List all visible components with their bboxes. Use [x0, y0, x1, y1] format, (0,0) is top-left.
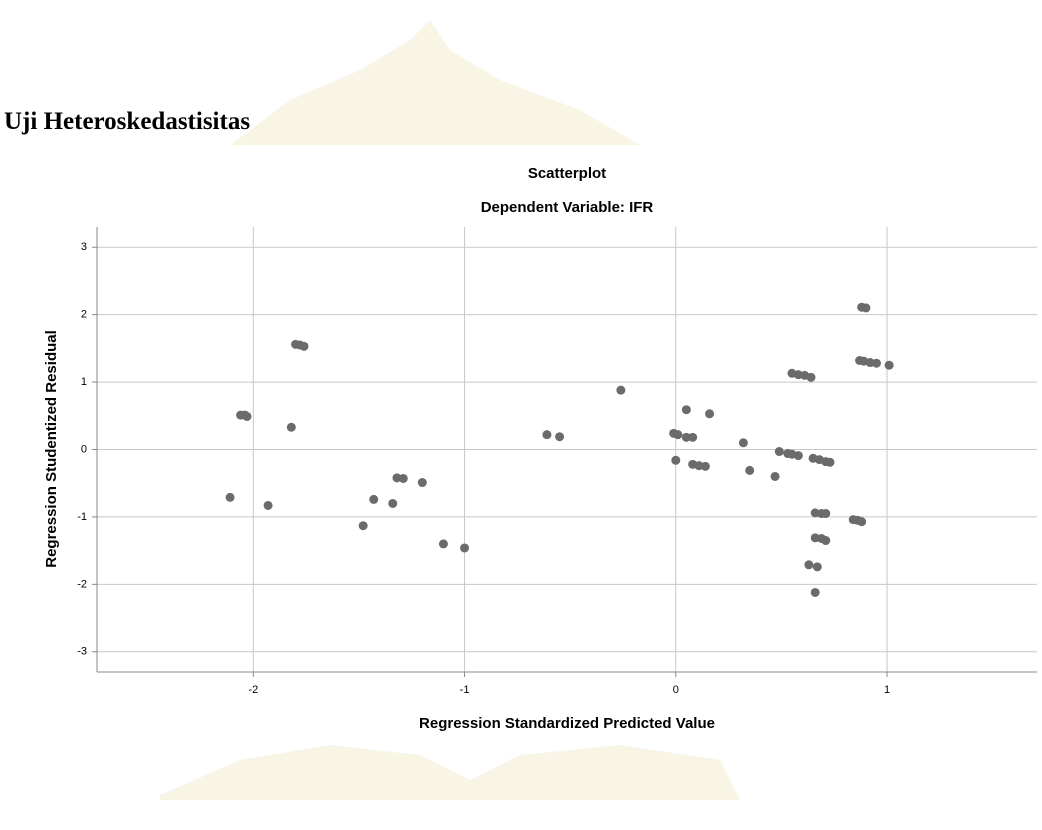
point: [673, 430, 683, 440]
y-tick-label: 2: [81, 309, 87, 321]
chart-title: Scatterplot: [528, 165, 606, 182]
point: [804, 560, 814, 570]
x-tick-label: -1: [460, 684, 470, 696]
point: [806, 372, 816, 382]
point: [681, 432, 691, 442]
y-tick-label: 1: [81, 376, 87, 388]
y-tick-label: -1: [77, 511, 87, 523]
x-tick-label: 1: [884, 684, 890, 696]
point: [299, 341, 309, 351]
point: [681, 405, 691, 415]
point: [821, 509, 831, 519]
point: [688, 432, 698, 442]
heading: Uji Heteroskedastisitas: [4, 108, 251, 135]
point: [616, 385, 626, 395]
point: [242, 411, 252, 421]
point: [438, 539, 448, 549]
point: [369, 494, 379, 504]
x-tick-label: -2: [248, 684, 258, 696]
point: [812, 562, 822, 572]
x-axis-label: Regression Standardized Predicted Value: [419, 715, 715, 732]
point: [738, 438, 748, 448]
point: [705, 409, 715, 419]
y-axis-label: Regression Studentized Residual: [43, 330, 60, 568]
point: [388, 498, 398, 508]
point: [542, 430, 552, 440]
point: [460, 543, 470, 553]
point: [286, 422, 296, 432]
watermark-top: [230, 20, 640, 145]
point: [745, 465, 755, 475]
x-tick-label: 0: [673, 684, 679, 696]
point: [821, 536, 831, 546]
y-tick-label: -2: [77, 578, 87, 590]
point: [871, 358, 881, 368]
point: [358, 521, 368, 531]
point: [825, 457, 835, 467]
point: [770, 471, 780, 481]
point: [671, 455, 681, 465]
point: [861, 303, 871, 313]
point: [700, 461, 710, 471]
point: [225, 492, 235, 502]
point: [417, 478, 427, 488]
point: [774, 447, 784, 457]
y-tick-label: 0: [81, 443, 87, 455]
chart-subtitle: Dependent Variable: IFR: [481, 199, 654, 216]
point: [793, 451, 803, 461]
point: [884, 360, 894, 370]
point: [555, 432, 565, 442]
point: [398, 473, 408, 483]
y-tick-label: -3: [77, 646, 87, 658]
point: [857, 517, 867, 527]
point: [263, 500, 273, 510]
y-tick-label: 3: [81, 241, 87, 253]
watermark-bottom: [160, 745, 740, 800]
point: [810, 587, 820, 597]
